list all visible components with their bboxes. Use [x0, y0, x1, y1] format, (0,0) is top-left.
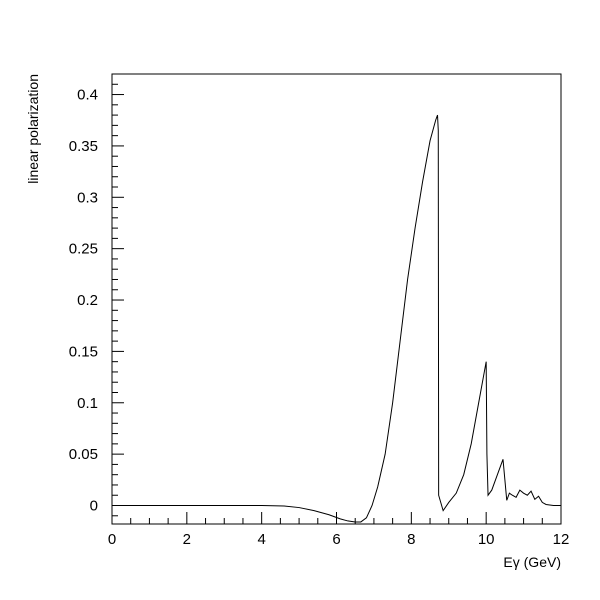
y-tick-label: 0.4 — [77, 87, 98, 104]
y-tick-label: 0.1 — [77, 395, 98, 412]
y-tick-label: 0.35 — [69, 138, 98, 155]
plot-frame — [111, 73, 562, 525]
y-axis-ticks — [112, 83, 124, 517]
x-tick-label: 4 — [257, 531, 265, 548]
y-axis-title: linear polarization — [25, 74, 41, 184]
y-axis-tick-labels: 0 0.05 0.1 0.15 0.2 0.25 0.3 0.35 0.4 — [69, 87, 98, 515]
x-tick-label: 10 — [478, 531, 495, 548]
x-tick-label: 0 — [108, 531, 116, 548]
x-tick-label: 12 — [553, 531, 570, 548]
x-tick-label: 8 — [407, 531, 415, 548]
y-tick-label: 0.3 — [77, 189, 98, 206]
y-tick-label: 0.25 — [69, 241, 98, 258]
x-axis-tick-labels: 0 2 4 6 8 10 12 — [108, 531, 570, 548]
polarization-curve — [112, 114, 561, 523]
x-axis-title: Eγ (GeV) — [503, 554, 561, 570]
y-tick-label: 0 — [90, 498, 98, 515]
x-tick-label: 2 — [183, 531, 191, 548]
y-tick-label: 0.2 — [77, 292, 98, 309]
y-tick-label: 0.15 — [69, 343, 98, 360]
x-tick-label: 6 — [332, 531, 340, 548]
y-tick-label: 0.05 — [69, 446, 98, 463]
